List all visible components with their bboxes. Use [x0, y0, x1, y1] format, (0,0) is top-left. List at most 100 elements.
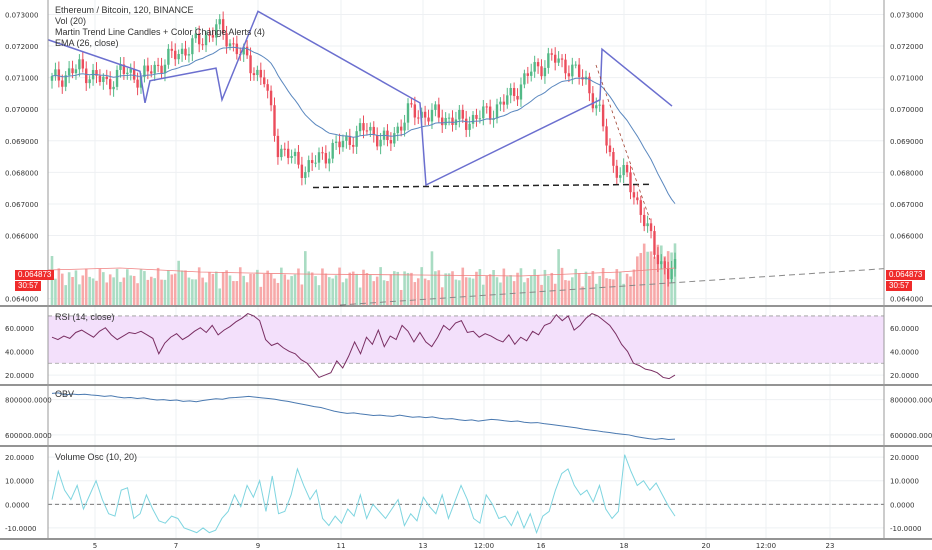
volume-bar: [495, 277, 499, 305]
candle: [516, 95, 519, 100]
candle: [663, 261, 666, 268]
volume-bar: [105, 282, 109, 305]
volume-bar: [112, 277, 115, 305]
volume-bar: [132, 275, 136, 305]
volume-bar: [461, 267, 465, 305]
volume-bar: [488, 274, 492, 305]
y-tick-label-right: 0.064000: [890, 296, 923, 304]
candle: [485, 106, 488, 108]
candle: [673, 259, 677, 269]
candle: [639, 200, 642, 215]
volume-bar: [187, 277, 191, 305]
volume-bar: [605, 278, 608, 305]
candle: [553, 54, 557, 63]
candle: [215, 24, 218, 38]
volume-bar: [102, 272, 105, 305]
candle: [283, 148, 286, 150]
candle: [122, 64, 126, 74]
volume-bar: [293, 274, 297, 305]
volume-bar: [60, 273, 64, 305]
candle: [365, 130, 369, 132]
candle: [331, 142, 334, 159]
candle: [646, 223, 649, 227]
candle: [180, 48, 184, 54]
volume-bar: [327, 277, 331, 305]
candle: [115, 69, 119, 87]
candle: [372, 126, 375, 136]
volume-bar: [458, 280, 461, 305]
volume-bar: [547, 275, 550, 305]
volume-bar: [413, 282, 417, 305]
volume-bar: [321, 268, 324, 305]
volume-bar: [177, 260, 180, 305]
volume-bar: [256, 269, 259, 305]
candle: [482, 106, 485, 119]
volume-bar: [444, 273, 447, 305]
y-tick-label-right: 600000.0000: [890, 432, 932, 440]
candle: [201, 44, 204, 46]
volume-bar: [262, 273, 266, 305]
candle: [399, 126, 403, 131]
x-tick-label: 12:00: [756, 542, 776, 550]
volume-bar: [300, 284, 304, 305]
candle: [81, 59, 85, 69]
candle: [571, 64, 574, 77]
volume-bar: [451, 271, 454, 305]
candle: [420, 111, 423, 118]
volume-bar: [160, 279, 163, 305]
volume-bar: [310, 272, 314, 305]
candle: [310, 160, 314, 164]
candle: [670, 268, 673, 280]
candle: [413, 104, 417, 118]
candle: [153, 64, 156, 74]
volume-bar: [345, 278, 348, 305]
candle: [526, 73, 530, 76]
candle: [334, 141, 338, 143]
candle: [564, 59, 567, 74]
candle: [273, 105, 276, 136]
candle: [286, 148, 290, 158]
candle: [598, 104, 601, 106]
price-tag-right: 0.064873: [886, 270, 926, 280]
candle: [266, 84, 269, 91]
volume-bar: [317, 285, 321, 305]
candle: [447, 117, 451, 119]
ema-line: [51, 46, 676, 204]
volume-bar: [584, 271, 588, 305]
volume-bar: [351, 271, 355, 305]
volume-bar: [478, 269, 482, 305]
volume-bar: [612, 279, 615, 305]
candle: [150, 71, 153, 74]
candle: [338, 141, 341, 148]
volume-bar: [235, 281, 239, 305]
candle: [263, 77, 266, 85]
candle: [379, 139, 382, 147]
volume-bar: [129, 275, 133, 305]
candle: [194, 33, 197, 39]
volume-bar: [622, 283, 625, 305]
volume-bar: [577, 273, 581, 305]
volume-bar: [341, 282, 345, 305]
y-tick-label-right: -10.0000: [890, 525, 921, 533]
volume-bar: [259, 286, 263, 305]
volume-bar: [365, 272, 369, 305]
volume-bars: [50, 243, 677, 305]
candle: [588, 76, 591, 94]
volume-bar: [598, 275, 601, 305]
volume-bar: [468, 277, 471, 305]
obv-label: OBV: [55, 389, 75, 399]
volume-bar: [273, 278, 276, 305]
candle: [540, 66, 543, 77]
y-tick-label-right: 800000.0000: [890, 397, 932, 405]
volume-bar: [286, 279, 290, 305]
candle: [441, 117, 444, 126]
candle: [615, 165, 619, 178]
volume-bar: [249, 273, 252, 305]
volume-bar: [218, 288, 222, 305]
candle: [601, 104, 605, 127]
volume-bar: [314, 276, 317, 305]
volume-bar: [632, 269, 636, 305]
volume-bar: [348, 272, 352, 305]
candle: [509, 88, 512, 96]
